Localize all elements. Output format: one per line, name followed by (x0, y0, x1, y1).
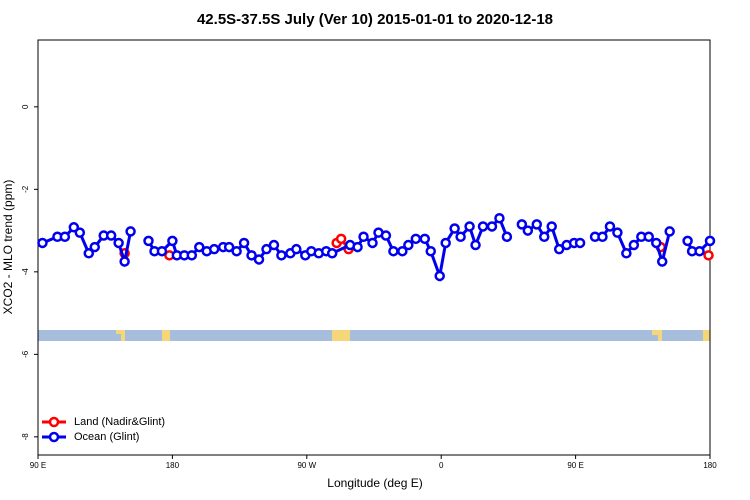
x-tick-label: 0 (439, 461, 444, 470)
y-axis-label: XCO2 - MLO trend (ppm) (1, 180, 15, 315)
data-point (335, 233, 347, 245)
data-point (410, 233, 422, 245)
data-point (682, 235, 693, 247)
data-point (253, 254, 265, 265)
legend-label: Land (Nadir&Glint) (74, 416, 165, 428)
y-tick-label: -2 (21, 185, 30, 193)
data-point (664, 226, 675, 237)
data-point (643, 231, 655, 243)
data-point (419, 233, 431, 245)
data-point (538, 231, 550, 243)
y-tick-label: 0 (21, 104, 30, 109)
data-point (194, 241, 205, 253)
data-point (628, 239, 640, 251)
data-point (516, 219, 528, 230)
x-axis-label: Longitude (deg E) (327, 476, 422, 490)
data-point (167, 235, 178, 247)
data-point (74, 227, 86, 238)
x-tick-label: 90 E (30, 461, 46, 470)
data-point (449, 223, 460, 234)
data-point (494, 212, 505, 224)
data-point (621, 248, 632, 259)
data-point (553, 243, 565, 255)
y-tick-label: -4 (21, 268, 30, 276)
data-point (397, 245, 408, 257)
data-point (440, 237, 451, 249)
data-point (208, 243, 220, 255)
data-point (89, 241, 100, 253)
data-point (434, 270, 445, 282)
legend-label: Ocean (Glint) (74, 431, 139, 443)
data-point (546, 221, 557, 232)
data-point (105, 230, 117, 241)
surface-mask (38, 330, 710, 341)
data-point (223, 241, 235, 253)
data-point (531, 219, 543, 230)
data-point (352, 241, 363, 253)
data-point (403, 239, 414, 251)
data-point (597, 231, 608, 243)
data-point (464, 221, 475, 232)
x-tick-label: 180 (166, 461, 180, 470)
data-point (367, 237, 378, 249)
data-point (83, 248, 95, 259)
data-point (477, 221, 489, 232)
legend-marker (48, 416, 60, 428)
data-point (186, 250, 198, 261)
data-point (231, 245, 242, 257)
data-point (425, 245, 436, 257)
data-point (455, 231, 466, 243)
x-tick-label: 90 E (567, 461, 583, 470)
data-point (268, 239, 280, 251)
data-point (574, 237, 586, 249)
data-point (703, 250, 714, 261)
data-point (59, 231, 71, 243)
data-point (656, 256, 668, 267)
data-point (246, 250, 257, 261)
data-point (125, 226, 136, 237)
data-point (522, 225, 534, 236)
data-point (704, 235, 716, 247)
data-point (380, 230, 392, 241)
data-point (486, 221, 498, 232)
data-point (604, 221, 616, 232)
data-point (388, 245, 399, 257)
plot-frame (37, 39, 711, 456)
data-point (113, 237, 124, 249)
data-point (156, 245, 168, 257)
data-point (358, 231, 369, 243)
data-point (37, 237, 48, 249)
chart-title: 42.5S-37.5S July (Ver 10) 2015-01-01 to … (197, 11, 553, 28)
data-point (276, 250, 287, 261)
data-point (261, 243, 272, 255)
data-point (291, 243, 302, 255)
x-tick-label: 180 (703, 461, 717, 470)
x-tick-label: 90 W (297, 461, 316, 470)
data-point (326, 248, 338, 259)
data-point (650, 237, 662, 249)
y-tick-label: -8 (21, 433, 30, 441)
legend-marker (48, 431, 60, 443)
data-point (612, 227, 623, 238)
y-tick-label: -6 (21, 350, 30, 358)
data-point (694, 245, 705, 257)
data-point (143, 235, 154, 247)
data-point (501, 231, 513, 243)
data-point (238, 237, 250, 249)
data-point (470, 239, 481, 251)
data-point (119, 256, 130, 267)
